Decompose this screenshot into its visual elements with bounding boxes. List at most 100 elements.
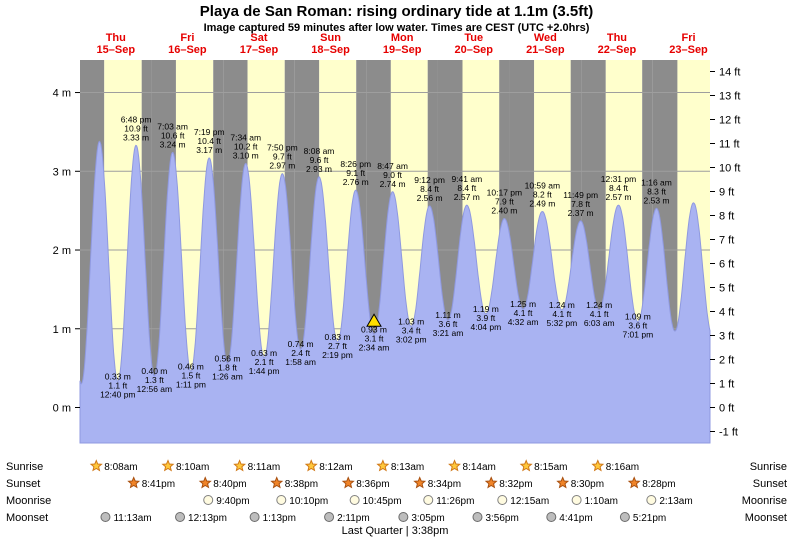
- tide-event-label: 8:08 am: [304, 146, 335, 156]
- tide-event-label: 2.37 m: [568, 208, 594, 218]
- sunrise-time: 8:11am: [248, 462, 281, 473]
- tide-event-label: 10:59 am: [525, 180, 560, 190]
- sunset-star-icon: [198, 476, 212, 489]
- sunrise-star-icon: [304, 459, 318, 472]
- left-axis-label: 0 m: [53, 403, 71, 415]
- tide-event-label: 7:50 pm: [267, 143, 298, 153]
- sunrise-row-label-left: Sunrise: [6, 461, 43, 473]
- tide-event-label: 1:58 am: [285, 357, 316, 367]
- moonset-moon-icon: [100, 512, 111, 522]
- page-title: Playa de San Roman: rising ordinary tide…: [199, 3, 594, 20]
- tide-event-label: 7.8 ft: [571, 199, 591, 209]
- tide-event-label: 9.7 ft: [273, 152, 293, 162]
- tide-event-label: 8.4 ft: [420, 184, 440, 194]
- tide-event-label: 4.1 ft: [590, 309, 610, 319]
- tide-event-label: 8:47 am: [377, 161, 408, 171]
- right-axis-label: 0 ft: [719, 403, 734, 415]
- day-label: 19–Sep: [383, 44, 422, 56]
- tide-event-label: 0.56 m: [214, 353, 240, 363]
- moonset-moon-icon: [619, 512, 630, 522]
- right-axis-label: 9 ft: [719, 187, 734, 199]
- tide-event-label: 9.1 ft: [346, 168, 366, 178]
- day-label: 20–Sep: [454, 44, 493, 56]
- tide-event-label: 10.2 ft: [234, 141, 258, 151]
- tide-event-label: 4:04 pm: [470, 322, 501, 332]
- tide-event-label: 7.9 ft: [495, 197, 515, 207]
- left-axis-label: 4 m: [53, 88, 71, 100]
- day-label: Fri: [681, 32, 695, 44]
- tide-event-label: 10.9 ft: [124, 123, 148, 133]
- tide-event-label: 0.63 m: [251, 348, 277, 358]
- day-label: Thu: [607, 32, 627, 44]
- tide-event-label: 2:19 pm: [322, 350, 353, 360]
- tide-event-label: 1:16 am: [641, 177, 672, 187]
- tide-event-label: 2.97 m: [269, 161, 295, 171]
- sunset-time: 8:38pm: [285, 479, 318, 490]
- tide-event-label: 1.24 m: [549, 300, 575, 310]
- tide-event-label: 1.09 m: [625, 312, 651, 322]
- tide-event-label: 1.3 ft: [145, 375, 165, 385]
- tide-event-label: 2.53 m: [644, 195, 670, 205]
- sunset-star-icon: [413, 476, 427, 489]
- tide-event-label: 3.24 m: [160, 139, 186, 149]
- tide-event-label: 0.74 m: [288, 339, 314, 349]
- moonset-time: 4:41pm: [559, 513, 592, 524]
- tide-event-label: 1.5 ft: [181, 370, 201, 380]
- right-axis-label: 3 ft: [719, 331, 734, 343]
- sunrise-time: 8:16am: [606, 462, 639, 473]
- tide-event-label: 2.1 ft: [255, 357, 275, 367]
- moonrise-moon-icon: [203, 495, 214, 505]
- moonrise-time: 1:10am: [585, 496, 618, 507]
- tide-event-label: 2.93 m: [306, 164, 332, 174]
- tide-event-label: 3.6 ft: [628, 321, 648, 331]
- tide-event-label: 3.9 ft: [476, 313, 496, 323]
- moonrise-time: 11:26pm: [436, 496, 474, 507]
- left-axis-label: 1 m: [53, 324, 71, 336]
- moonrise-moon-icon: [349, 495, 360, 505]
- moonset-moon-icon: [472, 512, 483, 522]
- right-axis-label: 14 ft: [719, 67, 740, 79]
- sunset-time: 8:32pm: [499, 479, 532, 490]
- tide-event-label: 3.10 m: [233, 150, 259, 160]
- tide-event-label: 1.25 m: [510, 299, 536, 309]
- sunset-time: 8:30pm: [571, 479, 604, 490]
- day-label: 16–Sep: [168, 44, 207, 56]
- moonset-time: 1:13pm: [263, 513, 296, 524]
- sunrise-time: 8:12am: [319, 462, 352, 473]
- tide-event-label: 4:32 am: [508, 317, 539, 327]
- tide-event-label: 9:41 am: [451, 174, 482, 184]
- right-axis-label: 6 ft: [719, 259, 734, 271]
- tide-event-label: 10.6 ft: [161, 130, 185, 140]
- moonset-row-label-right: Moonset: [745, 512, 787, 524]
- tide-area: [79, 140, 711, 444]
- tide-event-label: 2.4 ft: [291, 348, 311, 358]
- sunrise-time: 8:13am: [391, 462, 424, 473]
- moonset-moon-icon: [175, 512, 186, 522]
- sunrise-row-label-right: Sunrise: [750, 461, 787, 473]
- tide-event-label: 9:12 pm: [414, 175, 445, 185]
- tide-event-label: 12:56 am: [137, 384, 172, 394]
- tide-event-label: 12:40 pm: [100, 390, 135, 400]
- tide-event-label: 0.46 m: [178, 361, 204, 371]
- tide-event-label: 6:48 pm: [121, 114, 152, 124]
- tide-event-label: 3.33 m: [123, 132, 149, 142]
- tide-event-label: 0.93 m: [361, 324, 387, 334]
- tide-event-label: 1:26 am: [212, 371, 243, 381]
- tide-event-label: 8:26 pm: [340, 159, 371, 169]
- sunset-time: 8:41pm: [142, 479, 175, 490]
- right-axis-label: 1 ft: [719, 379, 734, 391]
- moonrise-moon-icon: [646, 495, 657, 505]
- tide-event-label: 5:32 pm: [547, 318, 578, 328]
- current-time-marker: [366, 313, 382, 327]
- tide-event-label: 1.03 m: [398, 316, 424, 326]
- sunset-star-icon: [627, 476, 641, 489]
- moonset-time: 3:05pm: [411, 513, 444, 524]
- sunrise-star-icon: [376, 459, 390, 472]
- right-axis-label: 2 ft: [719, 355, 734, 367]
- tide-event-label: 9.0 ft: [383, 170, 403, 180]
- sunrise-star-icon: [591, 459, 605, 472]
- moonrise-moon-icon: [276, 495, 287, 505]
- right-axis-label: 4 ft: [719, 307, 734, 319]
- moonset-time: 5:21pm: [633, 513, 666, 524]
- moonrise-row-label-right: Moonrise: [742, 495, 787, 507]
